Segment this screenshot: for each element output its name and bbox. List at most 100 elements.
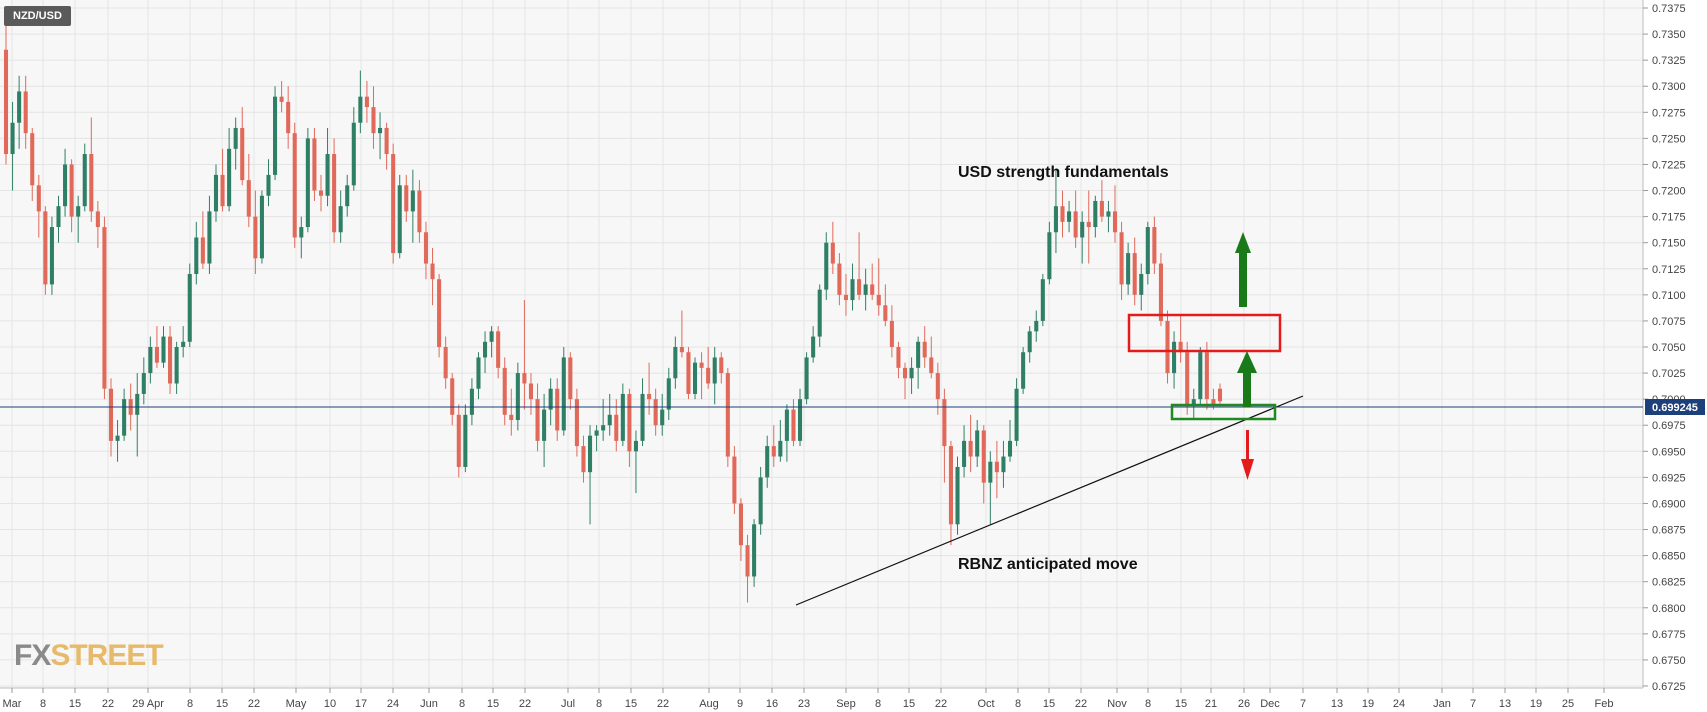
candle-bullish <box>712 347 717 405</box>
candle-body <box>706 367 711 384</box>
x-tick-label: 25 <box>1562 698 1574 710</box>
candle-body <box>358 96 363 123</box>
y-tick-label: 0.6750 <box>1652 655 1686 667</box>
candle-body <box>686 352 691 394</box>
candle-body <box>955 466 960 525</box>
x-tick-label: 8 <box>875 698 881 710</box>
candle-body <box>1001 456 1006 473</box>
candle-body <box>653 399 658 426</box>
candle-body <box>784 409 789 441</box>
candle-body <box>699 362 704 368</box>
candle-bearish <box>771 425 776 467</box>
candle-bullish <box>797 388 803 447</box>
candle-bullish <box>811 326 816 363</box>
candle-bullish <box>778 420 783 462</box>
candle-body <box>286 101 291 134</box>
y-tick-label: 0.7025 <box>1652 368 1686 380</box>
candle-bullish <box>1106 200 1111 233</box>
x-tick-label: 22 <box>935 698 947 710</box>
candle-bullish <box>673 336 678 389</box>
candle-body <box>633 440 639 452</box>
x-tick-label: Jan <box>1433 698 1451 710</box>
candle-body <box>1145 227 1150 274</box>
candle-body <box>3 49 9 155</box>
candle-body <box>325 154 330 196</box>
x-tick-label: 15 <box>69 698 81 710</box>
candle-bearish <box>509 388 514 436</box>
candle-bearish <box>69 159 74 233</box>
y-tick-label: 0.7150 <box>1652 238 1686 250</box>
candle-body <box>1106 211 1111 217</box>
x-tick-label: 22 <box>1075 698 1087 710</box>
candle-bearish <box>1073 190 1078 248</box>
candle-bullish <box>1007 420 1013 462</box>
candle-body <box>1034 320 1039 332</box>
candle-body <box>378 127 383 134</box>
x-tick-label: 8 <box>596 698 602 710</box>
candle-body <box>273 96 278 175</box>
candle-body <box>56 206 61 228</box>
candle-bearish <box>1204 341 1209 410</box>
candle-bullish <box>561 347 566 436</box>
candle-bullish <box>174 341 179 394</box>
candle-bullish <box>542 393 547 467</box>
candle-body <box>1014 388 1019 441</box>
candle-body <box>968 440 973 457</box>
candle-body <box>712 357 717 384</box>
candle-bearish <box>23 75 28 149</box>
candle-body <box>69 164 74 217</box>
y-tick-label: 0.6875 <box>1652 525 1686 537</box>
candle-bearish <box>1178 315 1183 363</box>
y-tick-label: 0.7300 <box>1652 81 1686 93</box>
candle-body <box>929 357 934 374</box>
candle-bearish <box>404 174 409 222</box>
candle-body <box>528 383 534 400</box>
candle-bearish <box>528 373 534 415</box>
candle-body <box>49 227 54 285</box>
candle-body <box>141 373 146 394</box>
candle-bullish <box>338 190 343 243</box>
candle-bullish <box>463 404 468 473</box>
candle-body <box>522 373 527 384</box>
x-tick-label: 13 <box>1331 698 1343 710</box>
candle-bullish <box>148 336 153 384</box>
candle-body <box>1027 331 1032 353</box>
candle-bearish <box>581 435 586 483</box>
y-tick-label: 0.7125 <box>1652 264 1686 276</box>
candle-bullish <box>259 190 264 264</box>
candle-body <box>220 174 225 207</box>
candle-body <box>1139 273 1144 295</box>
candle-body <box>568 357 573 400</box>
y-tick-label: 0.6850 <box>1652 551 1686 563</box>
x-tick-label: 15 <box>1175 698 1187 710</box>
candle-bullish <box>273 86 278 181</box>
trendline <box>795 395 1304 606</box>
y-tick-label: 0.7100 <box>1652 290 1686 302</box>
candle-body <box>181 341 186 347</box>
candle-bullish <box>1080 211 1085 264</box>
arrow-up-large-icon <box>1235 232 1251 307</box>
candle-bearish <box>1165 310 1170 384</box>
candle-bullish <box>1126 242 1131 295</box>
candle-bullish <box>207 195 212 274</box>
candle-body <box>318 190 324 196</box>
candle-body <box>43 211 48 285</box>
candle-body <box>640 393 645 441</box>
candle-bearish <box>318 174 324 212</box>
x-tick-label: 19 <box>1530 698 1542 710</box>
candle-bearish <box>535 383 540 452</box>
candle-body <box>1053 206 1058 233</box>
candle-body <box>305 138 310 228</box>
candle-body <box>174 347 179 384</box>
candle-bullish <box>122 388 127 441</box>
candle-body <box>1172 341 1177 374</box>
candle-bullish <box>804 352 809 405</box>
candle-bearish <box>371 86 376 149</box>
candle-bullish <box>916 336 921 389</box>
x-tick-label: Nov <box>1107 698 1127 710</box>
candle-bearish <box>627 388 632 467</box>
candle-bullish <box>397 174 402 259</box>
candle-body <box>719 357 724 374</box>
x-tick-label: 23 <box>798 698 810 710</box>
candle-bearish <box>686 347 691 400</box>
